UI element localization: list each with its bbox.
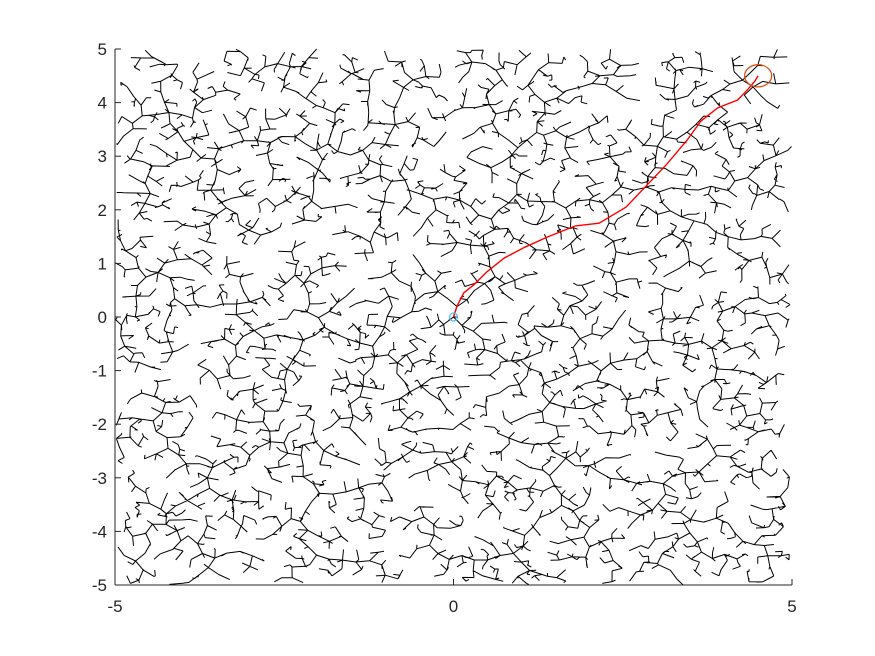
y-tick-label: -3 [92, 469, 107, 488]
y-tick-label: -2 [92, 415, 107, 434]
goal-marker [743, 64, 773, 88]
solution-path [452, 75, 759, 318]
y-tick-label: 1 [98, 254, 107, 273]
y-tick-label: -1 [92, 362, 107, 381]
tick-labels: -5 0 5 5 4 3 2 1 0 -1 -2 -3 -4 -5 [92, 40, 797, 616]
y-tick-label: 2 [98, 201, 107, 220]
x-tick-label: 5 [787, 597, 796, 616]
y-tick-label: 5 [98, 40, 107, 59]
start-marker [448, 312, 459, 322]
y-tick-label: 3 [98, 147, 107, 166]
x-tick-label: -5 [107, 597, 122, 616]
y-tick-label: 0 [98, 308, 107, 327]
tree-edges [114, 48, 792, 586]
axes [114, 48, 793, 586]
y-tick-label: 4 [98, 94, 107, 113]
y-tick-label: -4 [92, 522, 107, 541]
tree-edge [114, 48, 792, 586]
path-line [452, 75, 759, 318]
y-tick-label: -5 [92, 576, 107, 595]
markers [448, 64, 773, 322]
x-tick-label: 0 [449, 597, 458, 616]
